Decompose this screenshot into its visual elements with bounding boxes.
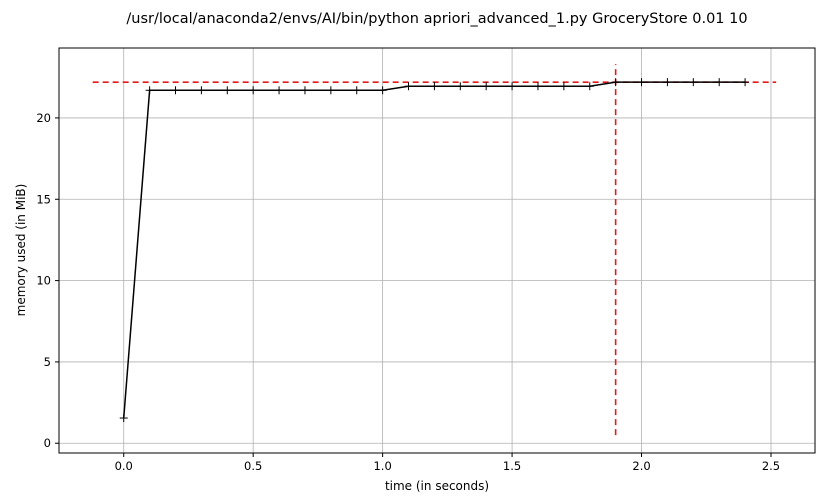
x-tick-label: 1.5 <box>503 459 521 473</box>
data-point-marker <box>508 82 517 91</box>
y-tick-label: 15 <box>36 192 51 206</box>
data-point-marker <box>611 78 620 87</box>
data-point-marker <box>275 86 284 95</box>
data-point-marker <box>404 82 413 91</box>
y-tick-label: 20 <box>36 111 51 125</box>
x-tick-label: 0.0 <box>115 459 133 473</box>
x-tick-label: 0.5 <box>244 459 262 473</box>
data-point-marker <box>482 82 491 91</box>
data-point-marker <box>689 78 698 87</box>
axes-frame <box>58 47 816 454</box>
data-point-marker <box>559 82 568 91</box>
grid <box>59 48 815 453</box>
x-tick-label: 2.5 <box>762 459 780 473</box>
data-point-marker <box>637 78 646 87</box>
data-point-marker <box>585 82 594 91</box>
data-point-marker <box>533 82 542 91</box>
data-point-marker <box>171 86 180 95</box>
peak-reference-lines <box>92 64 777 436</box>
x-tick-label: 1.0 <box>373 459 391 473</box>
ticks: 0.0 0.5 1.0 1.5 2.0 2.5 0 5 10 15 20 <box>36 111 780 473</box>
data-point-marker <box>456 82 465 91</box>
data-point-marker <box>352 86 361 95</box>
data-point-marker <box>741 78 750 87</box>
data-point-marker <box>197 86 206 95</box>
data-point-marker <box>663 78 672 87</box>
data-point-marker <box>223 86 232 95</box>
data-point-marker <box>378 86 387 95</box>
x-axis-label: time (in seconds) <box>385 479 489 493</box>
data-point-marker <box>715 78 724 87</box>
data-point-marker <box>145 86 154 95</box>
series <box>119 78 750 423</box>
data-point-marker <box>326 86 335 95</box>
data-point-marker <box>300 86 309 95</box>
y-axis-label: memory used (in MiB) <box>14 184 28 317</box>
y-tick-label: 5 <box>44 355 51 369</box>
chart-title: /usr/local/anaconda2/envs/AI/bin/python … <box>126 11 747 27</box>
y-tick-label: 10 <box>36 274 51 288</box>
x-tick-label: 2.0 <box>632 459 650 473</box>
data-point-marker <box>249 86 258 95</box>
data-point-marker <box>119 414 128 423</box>
data-point-marker <box>430 82 439 91</box>
y-tick-label: 0 <box>44 436 51 450</box>
